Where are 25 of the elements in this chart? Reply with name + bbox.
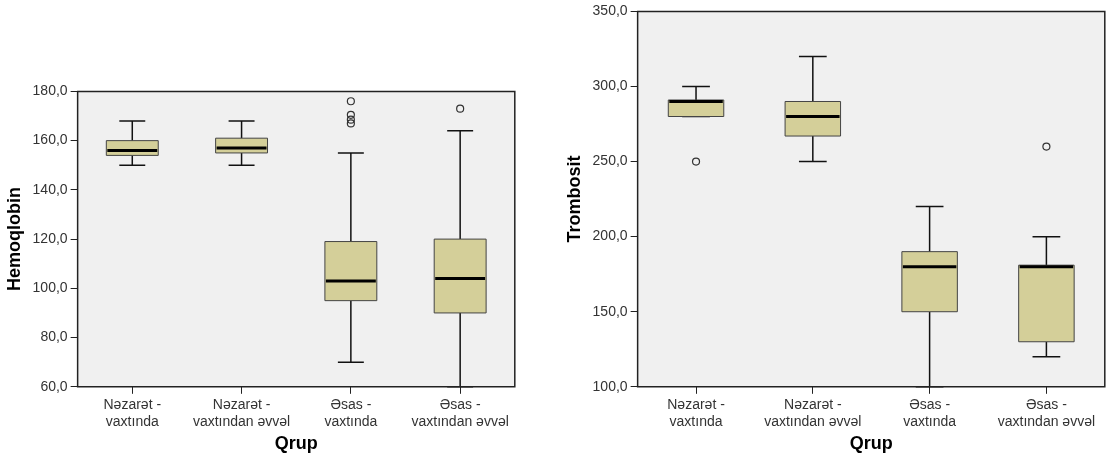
y-tick-label: 350,0: [592, 2, 628, 19]
x-tick-label: Əsas - vaxtından əvvəl: [997, 396, 1096, 429]
y-tick-label: 80,0: [40, 328, 68, 345]
x-tick-label: Əsas - vaxtından əvvəl: [411, 396, 509, 429]
x-tick-label: Nəzarət - vaxtında: [103, 396, 162, 429]
y-tick-label: 100,0: [32, 279, 68, 296]
y-axis-title: Trombosit: [563, 155, 584, 243]
y-tick-label: 180,0: [32, 82, 68, 99]
x-axis-title: Qrup: [274, 433, 318, 454]
x-tick-label: Əsas - vaxtında: [324, 396, 378, 429]
y-tick-label: 200,0: [592, 227, 628, 244]
y-tick-label: 120,0: [32, 229, 68, 246]
y-axis-title: Hemoqlobin: [3, 187, 24, 292]
x-axis-title: Qrup: [849, 433, 893, 454]
x-tick-label: Nəzarət - vaxtından əvvəl: [764, 396, 862, 429]
x-tick-label: Nəzarət - vaxtından əvvəl: [192, 396, 291, 429]
y-tick-label: 160,0: [32, 131, 68, 148]
x-tick-label: Əsas - vaxtında: [903, 396, 957, 429]
y-tick-label: 60,0: [40, 377, 68, 394]
y-tick-label: 140,0: [32, 180, 68, 197]
y-tick-label: 100,0: [592, 377, 628, 394]
y-tick-label: 300,0: [592, 77, 628, 94]
y-tick-label: 250,0: [592, 152, 628, 169]
y-tick-label: 150,0: [592, 302, 628, 319]
x-tick-label: Nəzarət - vaxtında: [667, 396, 726, 429]
